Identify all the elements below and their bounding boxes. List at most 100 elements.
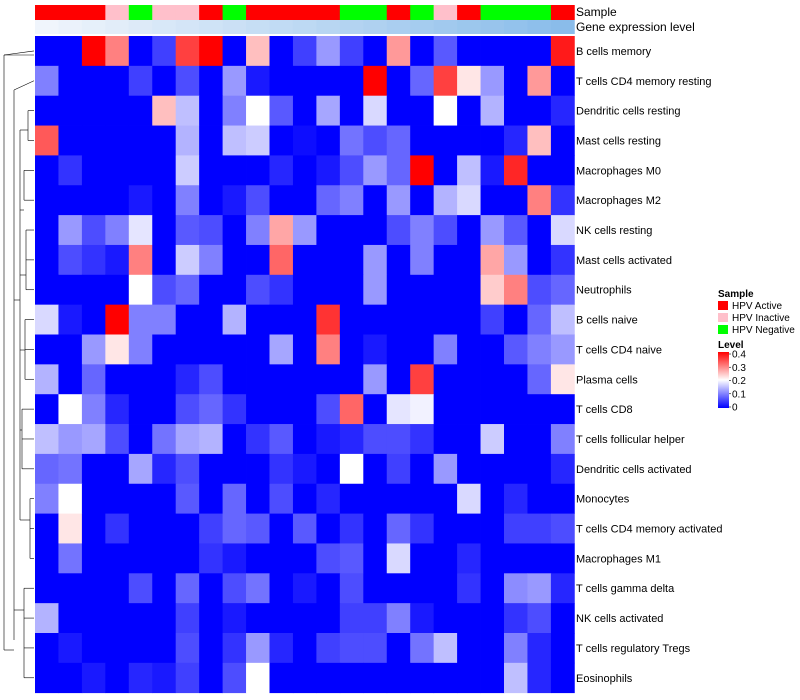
heatmap-cell: [480, 513, 505, 544]
heatmap-cell: [58, 215, 83, 246]
heatmap-cell: [410, 304, 435, 335]
heatmap-cell: [480, 304, 505, 335]
heatmap-cell: [410, 185, 435, 216]
heatmap-cell: [199, 394, 223, 425]
heatmap-cell: [504, 274, 528, 306]
expression-annotation-cell: [128, 20, 153, 34]
heatmap-cell: [292, 513, 317, 544]
heatmap-cell: [550, 65, 575, 97]
heatmap-cell: [504, 155, 528, 186]
heatmap-cell: [410, 453, 435, 485]
heatmap-cell: [386, 185, 411, 216]
heatmap-cell: [550, 334, 575, 365]
expression-annotation-track: [35, 20, 575, 34]
heatmap-cell: [480, 334, 505, 365]
heatmap-cell: [199, 513, 223, 544]
heatmap-cell: [152, 633, 177, 664]
heatmap-cell: [175, 65, 200, 97]
heatmap-cell: [386, 424, 411, 455]
row-label: T cells CD4 memory resting: [576, 76, 712, 88]
heatmap-cell: [58, 543, 83, 574]
heatmap-cell: [550, 424, 575, 455]
expression-track-label: Gene expression level: [576, 20, 695, 34]
heatmap-cell: [363, 453, 388, 485]
heatmap-cell: [128, 95, 153, 126]
heatmap-cell: [222, 334, 247, 365]
heatmap-cell: [199, 334, 223, 365]
heatmap-cell: [457, 424, 481, 455]
heatmap-cell: [128, 424, 153, 455]
heatmap-cell: [222, 364, 247, 395]
sample-annotation-cell: [339, 5, 364, 20]
heatmap-cell: [504, 662, 528, 694]
heatmap-cell: [175, 244, 200, 276]
heatmap-cell: [457, 36, 481, 67]
row-label: B cells memory: [576, 46, 652, 58]
heatmap-cell: [35, 95, 59, 126]
heatmap-cell: [457, 125, 481, 156]
heatmap-cell: [35, 662, 59, 694]
heatmap-cell: [363, 513, 388, 544]
heatmap-cell: [504, 244, 528, 276]
heatmap-cell: [152, 95, 177, 126]
heatmap-cell: [339, 125, 364, 156]
heatmap-cell: [316, 543, 341, 574]
heatmap-cell: [269, 453, 294, 485]
heatmap-cell: [128, 125, 153, 156]
expression-annotation-cell: [410, 20, 435, 34]
heatmap-cell: [550, 394, 575, 425]
heatmap-cell: [550, 304, 575, 335]
legend-swatch-inactive: [718, 313, 728, 322]
heatmap-cell: [386, 633, 411, 664]
heatmap-cell: [35, 453, 59, 485]
heatmap-cell: [386, 65, 411, 97]
heatmap-cell: [269, 185, 294, 216]
heatmap-cell: [128, 543, 153, 574]
heatmap-cell: [292, 95, 317, 126]
heatmap-cell: [128, 155, 153, 186]
heatmap-cell: [316, 633, 341, 664]
heatmap-cell: [527, 304, 552, 335]
heatmap-cell: [480, 573, 505, 604]
sample-annotation-cell: [128, 5, 153, 20]
heatmap-cell: [105, 424, 130, 455]
expression-annotation-cell: [550, 20, 575, 34]
row-label: T cells CD4 memory activated: [576, 524, 723, 536]
heatmap-cell: [128, 364, 153, 395]
heatmap-cell: [58, 65, 83, 97]
heatmap-cell: [105, 364, 130, 395]
heatmap-cell: [386, 394, 411, 425]
heatmap-cell: [222, 543, 247, 574]
heatmap-cell: [504, 453, 528, 485]
level-ticks: 0.4 0.3 0.2 0.1 0: [729, 350, 746, 414]
heatmap-cell: [527, 364, 552, 395]
heatmap-cell: [35, 334, 59, 365]
heatmap-cell: [152, 662, 177, 694]
heatmap-cell: [269, 633, 294, 664]
heatmap-cell: [504, 95, 528, 126]
heatmap-cell: [175, 483, 200, 514]
heatmap-cell: [410, 215, 435, 246]
heatmap-cell: [480, 185, 505, 216]
heatmap-cell: [222, 95, 247, 126]
heatmap-cell: [339, 215, 364, 246]
heatmap-cell: [105, 483, 130, 514]
heatmap-cell: [433, 453, 458, 485]
heatmap-cell: [386, 95, 411, 126]
heatmap-cell: [410, 65, 435, 97]
heatmap-cell: [58, 125, 83, 156]
row-label: T cells CD8: [576, 404, 633, 416]
heatmap-cell: [457, 95, 481, 126]
heatmap-cell: [269, 334, 294, 365]
heatmap-cell: [433, 274, 458, 306]
heatmap-cell: [58, 274, 83, 306]
heatmap-cell: [480, 155, 505, 186]
expression-annotation-cell: [269, 20, 294, 34]
heatmap-cell: [527, 334, 552, 365]
heatmap-cell: [504, 125, 528, 156]
heatmap-cell: [457, 573, 481, 604]
heatmap-cell: [527, 125, 552, 156]
heatmap-cell: [527, 185, 552, 216]
heatmap-cell: [316, 185, 341, 216]
heatmap-cell: [81, 244, 106, 276]
